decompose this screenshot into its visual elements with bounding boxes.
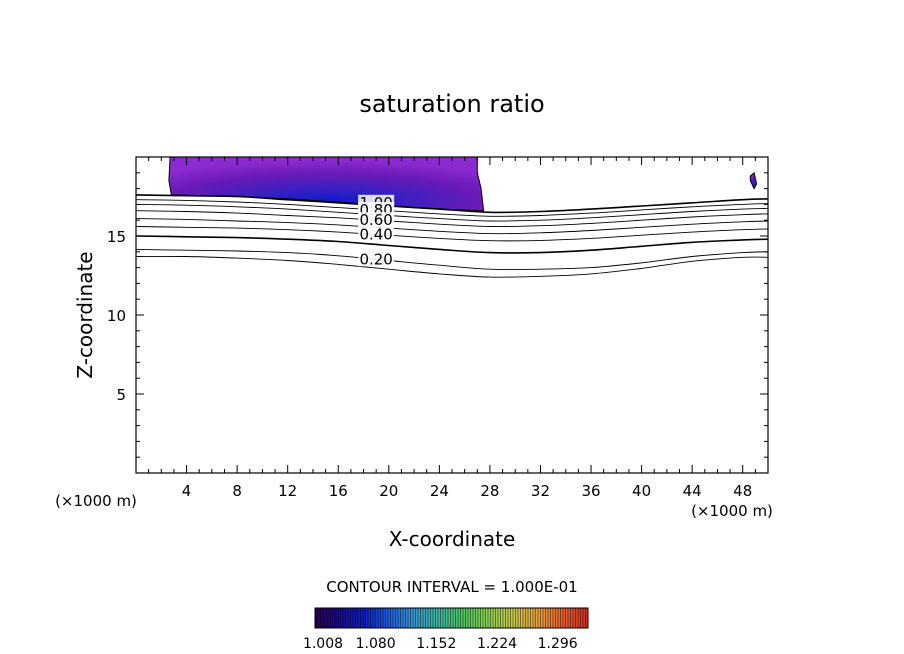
contour-line-0-3 — [136, 235, 768, 254]
contour-line-0-9 — [136, 194, 768, 214]
x-tick-label: 36 — [581, 482, 600, 500]
x-tick-label: 16 — [329, 482, 348, 500]
colorbar: 1.008 1.080 1.152 1.224 1.296 — [303, 607, 589, 652]
colorbar-tick-label: 1.152 — [416, 636, 456, 652]
x-tick-label: 48 — [733, 482, 752, 500]
y-tick-label: 5 — [116, 386, 126, 404]
contour-line-0-1 — [136, 255, 768, 278]
contour-line-0-7 — [136, 203, 768, 222]
x-tick-label: 28 — [480, 482, 499, 500]
colorbar-frame — [314, 607, 589, 629]
contour-label: 0.20 — [359, 250, 392, 268]
x-tick-label: 4 — [182, 482, 192, 500]
y-unit-label: (×1000 m) — [55, 492, 137, 510]
y-tick-label: 15 — [107, 228, 126, 246]
contour-line-0-6 — [136, 210, 768, 228]
colorbar-tick-label: 1.080 — [356, 636, 396, 652]
colorbar-tick-label: 1.008 — [303, 636, 343, 652]
y-axis-label: Z-coordinate — [73, 251, 97, 378]
contour-label: 0.60 — [359, 211, 392, 229]
x-axis-label: X-coordinate — [389, 527, 516, 551]
x-tick-label: 20 — [379, 482, 398, 500]
colorbar-tick-label: 1.296 — [538, 636, 578, 652]
contour-interval-text: CONTOUR INTERVAL = 1.000E-01 — [326, 578, 577, 596]
contour-line-0-2 — [136, 248, 768, 270]
x-tick-label: 8 — [232, 482, 242, 500]
contour-line-0-5 — [136, 218, 768, 235]
chart-title: saturation ratio — [359, 90, 544, 118]
x-tick-label: 44 — [683, 482, 702, 500]
contour-label: 0.40 — [359, 225, 392, 243]
contour-line-0-4 — [136, 226, 768, 242]
y-tick-label: 10 — [107, 307, 126, 325]
x-unit-label: (×1000 m) — [691, 502, 773, 520]
colorbar-tick-label: 1.224 — [477, 636, 517, 652]
supersaturation-region-2 — [749, 171, 758, 190]
contour-line-0-8 — [136, 199, 768, 217]
plot-area: 1.000.800.600.400.20 4812162024283236404… — [107, 156, 769, 500]
x-tick-label: 32 — [531, 482, 550, 500]
x-tick-label: 24 — [430, 482, 449, 500]
x-tick-label: 12 — [278, 482, 297, 500]
x-tick-label: 40 — [632, 482, 651, 500]
